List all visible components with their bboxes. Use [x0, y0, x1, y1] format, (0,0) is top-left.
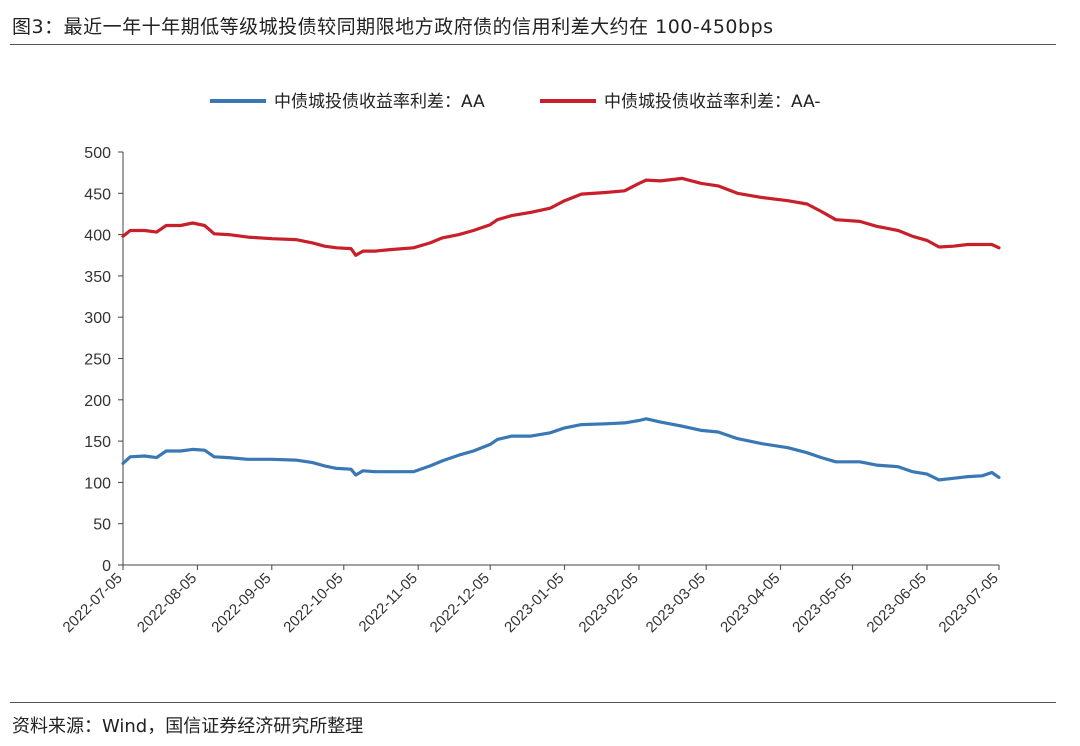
figure-title: 图3：最近一年十年期低等级城投债较同期限地方政府债的信用利差大约在 100-45… [12, 16, 774, 38]
y-tick-label: 450 [84, 186, 111, 203]
series-line-aa-minus [121, 176, 1001, 257]
y-tick-label: 500 [84, 145, 111, 162]
x-tick-label: 2022-07-05 [60, 570, 126, 636]
y-tick-label: 50 [93, 517, 111, 534]
y-tick-label: 0 [102, 558, 111, 575]
x-tick-label: 2023-07-05 [936, 570, 1002, 636]
y-tick-label: 200 [84, 393, 111, 410]
title-rule [10, 44, 1056, 45]
chart-legend: 中债城投债收益率利差：AA 中债城投债收益率利差：AA- [210, 92, 821, 112]
series-line-aa [121, 417, 1001, 482]
x-tick-label: 2023-01-05 [501, 570, 567, 636]
line-chart: 中债城投债收益率利差：AA 中债城投债收益率利差：AA- 0 50 100 150 200… [60, 92, 1002, 636]
x-tick-label: 2023-02-05 [576, 570, 642, 636]
y-tick-label: 150 [84, 434, 111, 451]
x-tick-label: 2022-10-05 [280, 570, 346, 636]
x-tick-label: 2023-03-05 [643, 570, 709, 636]
x-tick-label: 2023-06-05 [864, 570, 930, 636]
x-tick-label: 2022-11-05 [356, 570, 421, 635]
chart-axes: 0 50 100 150 200 250 300 350 400 450 500 2022-07-05… [60, 145, 1002, 636]
series-layer [121, 176, 1001, 482]
y-tick-label: 350 [84, 269, 111, 286]
y-tick-label: 300 [84, 310, 111, 327]
x-tick-label: 2022-08-05 [134, 570, 200, 636]
x-tick-label: 2023-04-05 [717, 570, 783, 636]
x-tick-label: 2023-05-05 [789, 570, 855, 636]
legend-label-aa: 中债城投债收益率利差：AA [274, 92, 485, 112]
y-tick-label: 400 [84, 228, 111, 245]
x-tick-label: 2022-09-05 [208, 570, 274, 636]
y-tick-label: 100 [84, 475, 111, 492]
y-tick-label: 250 [84, 352, 111, 369]
x-tick-label: 2022-12-05 [427, 570, 493, 636]
legend-label-aa-minus: 中债城投债收益率利差：AA- [604, 92, 821, 112]
source-rule [10, 702, 1056, 703]
source-note: 资料来源：Wind，国信证券经济研究所整理 [12, 716, 364, 737]
